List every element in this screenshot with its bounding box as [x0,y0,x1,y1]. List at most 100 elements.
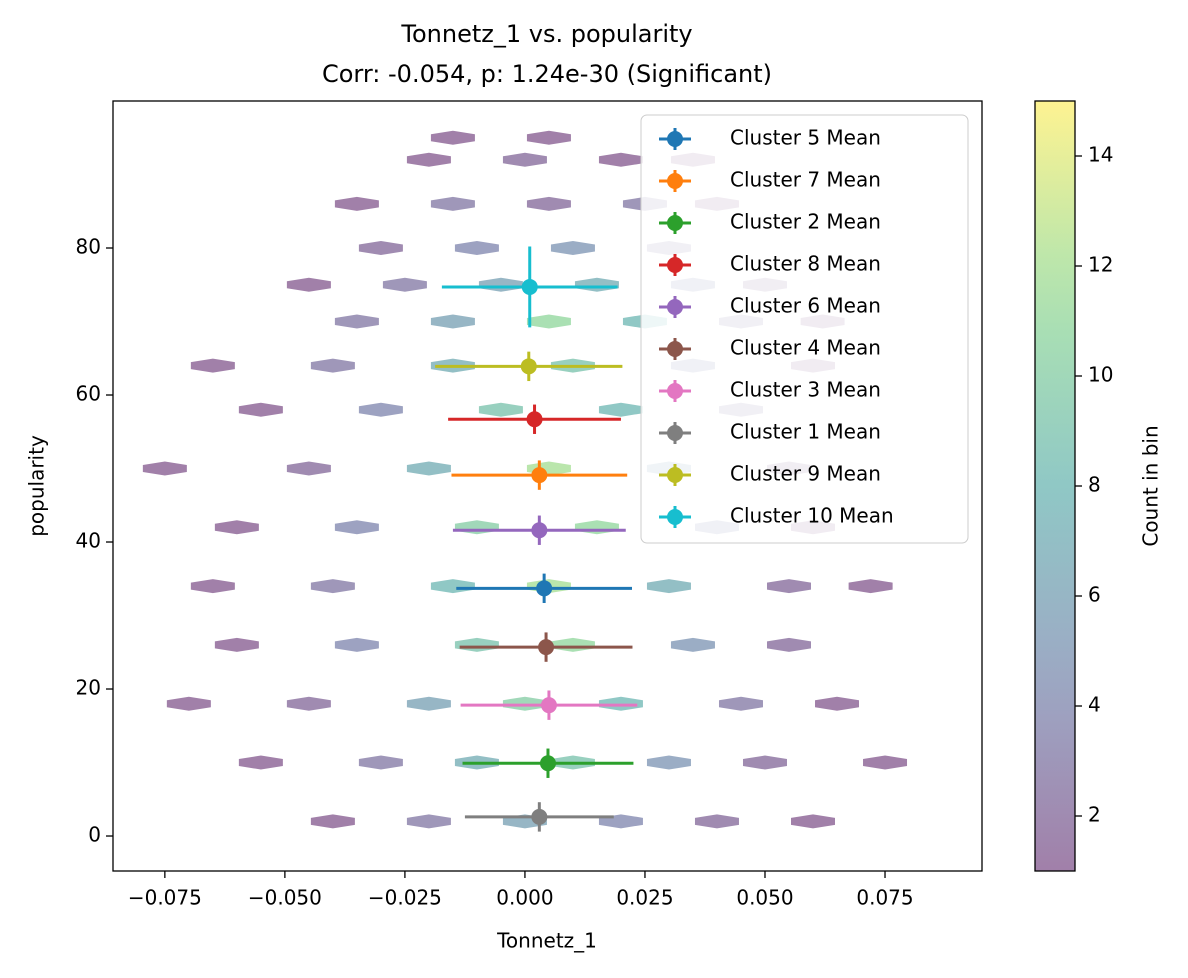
hex-cell [478,402,523,417]
hex-cell [310,358,355,373]
hex-cell [478,277,523,292]
legend-marker [667,467,683,483]
legend-label: Cluster 1 Mean [730,420,881,444]
hex-cell [718,696,763,711]
chart-title: Tonnetz_1 vs. popularity [400,20,692,48]
hex-cell [358,241,403,256]
legend-label: Cluster 10 Mean [730,504,894,528]
legend-marker [667,299,683,315]
hex-cell [334,520,379,535]
hex-cell [334,314,379,329]
colorbar-tick-label: 4 [1088,693,1101,717]
legend-marker [667,425,683,441]
hex-cell [598,402,643,417]
hex-cell [286,696,331,711]
y-tick-label: 60 [76,382,101,406]
hex-cell [190,579,235,594]
hex-cell [598,152,643,167]
plot-frame [112,100,983,872]
colorbar-tick-label: 14 [1088,143,1113,167]
hex-cell [526,314,571,329]
hex-cell [238,755,283,770]
hex-cell [815,696,860,711]
hex-cell [334,196,379,211]
x-tick-label: 0.025 [616,886,673,910]
legend-marker [667,173,683,189]
legend: Cluster 5 Mean Cluster 7 Mean Cluster 2 Me… [659,126,894,528]
colorbar-label: Count in bin [1139,425,1163,546]
mean-point [531,522,548,539]
hex-cell [382,277,427,292]
hex-cell [646,579,691,594]
legend-marker [667,257,683,273]
hex-cell [550,241,595,256]
hex-cell [334,637,379,652]
legend-label: Cluster 7 Mean [730,168,881,192]
legend-label: Cluster 2 Mean [730,210,881,234]
hex-cell [502,152,547,167]
legend-marker [667,341,683,357]
x-tick-label: 0.000 [496,886,553,910]
hex-cell [142,461,187,476]
mean-point [540,697,557,714]
hex-cell [454,637,499,652]
legend-label: Cluster 9 Mean [730,462,881,486]
y-tick-label: 40 [76,529,101,553]
hex-cell [766,637,811,652]
hex-cell [454,241,499,256]
legend-marker [667,509,683,525]
legend-box [640,114,969,544]
x-tick-label: 0.050 [736,886,793,910]
mean-point [531,467,548,484]
legend-label: Cluster 5 Mean [730,126,881,150]
hex-cell [766,579,811,594]
hex-cell [694,814,739,829]
colorbar-tick-label: 12 [1088,253,1113,277]
mean-point [526,411,543,428]
hex-cell [310,579,355,594]
mean-point [538,639,555,656]
x-axis-label: Tonnetz_1 [496,929,597,953]
hex-cell [574,520,619,535]
hex-cell [406,461,451,476]
hex-cell [574,277,619,292]
hex-cell [190,358,235,373]
hex-cell [238,402,283,417]
hex-cell [406,814,451,829]
y-axis-label: popularity [25,435,49,537]
hex-cell [863,755,908,770]
legend-label: Cluster 4 Mean [730,336,881,360]
mean-point [539,755,556,772]
hex-cell [286,277,331,292]
hex-cell [430,196,475,211]
hex-cell [166,696,211,711]
hex-cell [430,579,475,594]
colorbar-fill [1035,101,1075,871]
hex-cell [358,755,403,770]
hex-cell [406,152,451,167]
hex-cell [214,637,259,652]
y-tick-label: 80 [76,235,101,259]
hex-cell [406,696,451,711]
hex-cell [430,130,475,145]
hex-cell [454,520,499,535]
y-tick-label: 20 [76,676,101,700]
x-tick-label: −0.075 [128,886,202,910]
hex-cell [526,130,571,145]
colorbar-tick-label: 6 [1088,583,1101,607]
chart-subtitle: Corr: -0.054, p: 1.24e-30 (Significant) [322,60,772,88]
hex-cell [848,579,893,594]
x-tick-label: −0.025 [368,886,442,910]
hex-cell [358,402,403,417]
colorbar-tick-label: 10 [1088,363,1113,387]
hex-cell [430,314,475,329]
legend-marker [667,383,683,399]
x-tick-label: 0.075 [856,886,913,910]
mean-point [531,808,548,825]
legend-label: Cluster 3 Mean [730,378,881,402]
colorbar-tick-label: 8 [1088,473,1101,497]
mean-point [536,580,553,597]
mean-point [520,358,537,375]
hex-cell [550,637,595,652]
